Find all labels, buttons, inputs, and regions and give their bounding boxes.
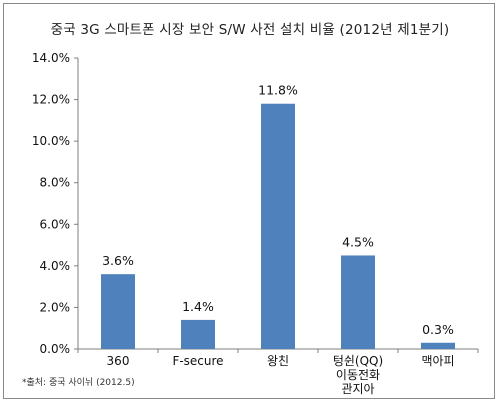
y-tick-label: 14.0% <box>32 51 70 65</box>
y-tick-label: 2.0% <box>40 300 71 314</box>
x-tick-label: 360 <box>107 354 130 368</box>
chart-frame <box>3 3 495 399</box>
y-tick-label: 6.0% <box>40 217 71 231</box>
data-label: 1.4% <box>182 299 214 314</box>
x-tick-label: 텅쉰(QQ) <box>333 354 383 368</box>
x-tick-label: 맥아피 <box>421 354 454 368</box>
bar <box>261 103 295 349</box>
bar <box>421 342 455 349</box>
x-tick-label: 왕친 <box>267 354 289 368</box>
bars <box>101 103 455 349</box>
data-label: 4.5% <box>342 234 374 249</box>
y-tick-label: 8.0% <box>40 176 71 190</box>
data-label: 0.3% <box>422 322 454 337</box>
y-tick-label: 0.0% <box>40 342 71 356</box>
y-axis: 0.0% 2.0% 4.0% 6.0% 8.0% 10.0% 12.0% 14.0% <box>32 51 79 356</box>
x-tick-label: 이동전화 <box>336 368 380 382</box>
value-labels: 3.6% 1.4% 11.8% 4.5% 0.3% <box>102 83 454 337</box>
chart-title: 중국 3G 스마트폰 시장 보안 S/W 사전 설치 비율 (2012년 제1분… <box>50 22 450 38</box>
y-tick-label: 10.0% <box>32 134 70 148</box>
x-axis <box>77 348 479 353</box>
y-tick-label: 4.0% <box>40 259 71 273</box>
source-note: *출처: 중국 사이뉘 (2012.5) <box>22 378 135 388</box>
bar <box>341 255 375 349</box>
x-tick-label: 관지아 <box>341 382 374 396</box>
x-tick-label: F-secure <box>172 354 223 368</box>
data-label: 11.8% <box>258 83 298 98</box>
bar <box>181 319 215 349</box>
bar <box>101 274 135 349</box>
y-tick-label: 12.0% <box>32 93 70 107</box>
data-label: 3.6% <box>102 253 134 268</box>
